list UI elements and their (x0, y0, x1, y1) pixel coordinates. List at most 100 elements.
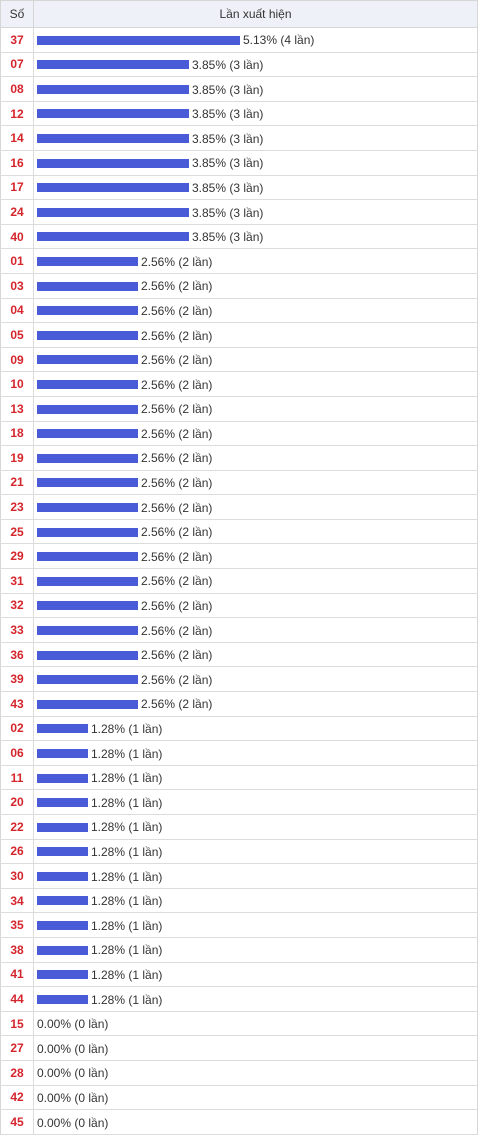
frequency-label: 2.56% (2 lần) (141, 623, 213, 638)
bar-cell: 2.56% (2 lần) (33, 371, 478, 397)
frequency-bar (37, 207, 189, 217)
frequency-label: 2.56% (2 lần) (141, 672, 213, 687)
bar-cell: 1.28% (1 lần) (33, 789, 478, 815)
bar-cell: 2.56% (2 lần) (33, 346, 478, 373)
frequency-bar (37, 576, 138, 586)
bar-cell: 3.85% (3 lần) (33, 223, 478, 250)
number-label: 38 (0, 936, 34, 963)
table-row: 44 1.28% (1 lần) (0, 986, 478, 1012)
frequency-label: 3.85% (3 lần) (192, 131, 264, 146)
table-row: 26 1.28% (1 lần) (0, 838, 478, 865)
table-row: 39 2.56% (2 lần) (0, 666, 478, 693)
bar-cell: 1.28% (1 lần) (33, 986, 478, 1012)
bar-cell: 2.56% (2 lần) (33, 248, 478, 274)
frequency-bar (37, 552, 138, 562)
frequency-bar (37, 945, 88, 955)
number-label: 45 (0, 1109, 34, 1135)
frequency-label: 1.28% (1 lần) (91, 893, 163, 908)
frequency-label: 2.56% (2 lần) (141, 328, 213, 343)
frequency-bar (37, 896, 88, 906)
bar-cell: 1.28% (1 lần) (33, 740, 478, 766)
frequency-label: 1.28% (1 lần) (91, 844, 163, 859)
number-label: 42 (0, 1084, 34, 1111)
header-number: Số (0, 0, 34, 28)
table-row: 11 1.28% (1 lần) (0, 764, 478, 791)
frequency-bar (37, 183, 189, 193)
frequency-bar (37, 625, 138, 635)
table-row: 20 1.28% (1 lần) (0, 789, 478, 815)
table-row: 17 3.85% (3 lần) (0, 174, 478, 201)
frequency-bar (37, 527, 138, 537)
number-label: 34 (0, 887, 34, 914)
number-label: 39 (0, 666, 34, 693)
table-row: 10 2.56% (2 lần) (0, 371, 478, 397)
bar-cell: 1.28% (1 lần) (33, 715, 478, 742)
bar-cell: 2.56% (2 lần) (33, 494, 478, 520)
bar-cell: 1.28% (1 lần) (33, 814, 478, 840)
bar-cell: 0.00% (0 lần) (33, 1035, 478, 1061)
frequency-bar (37, 773, 88, 783)
number-label: 02 (0, 715, 34, 742)
table-row: 03 2.56% (2 lần) (0, 272, 478, 299)
bar-cell: 3.85% (3 lần) (33, 149, 478, 176)
frequency-label: 0.00% (0 lần) (37, 1041, 109, 1056)
number-label: 36 (0, 641, 34, 668)
frequency-bar (37, 871, 88, 881)
frequency-label: 1.28% (1 lần) (91, 967, 163, 982)
bar-cell: 3.85% (3 lần) (33, 76, 478, 102)
table-row: 40 3.85% (3 lần) (0, 223, 478, 250)
number-label: 43 (0, 691, 34, 717)
table-row: 05 2.56% (2 lần) (0, 322, 478, 348)
number-label: 40 (0, 223, 34, 250)
frequency-bar (37, 650, 138, 660)
frequency-label: 2.56% (2 lần) (141, 279, 213, 294)
table-row: 19 2.56% (2 lần) (0, 445, 478, 471)
bar-cell: 2.56% (2 lần) (33, 666, 478, 693)
frequency-bar (37, 994, 88, 1004)
frequency-label: 3.85% (3 lần) (192, 82, 264, 97)
frequency-bar (37, 798, 88, 808)
table-row: 06 1.28% (1 lần) (0, 740, 478, 766)
table-row: 42 0.00% (0 lần) (0, 1084, 478, 1111)
bar-cell: 3.85% (3 lần) (33, 100, 478, 127)
frequency-label: 3.85% (3 lần) (192, 106, 264, 121)
frequency-label: 3.85% (3 lần) (192, 205, 264, 220)
table-row: 33 2.56% (2 lần) (0, 617, 478, 643)
number-label: 15 (0, 1010, 34, 1037)
number-label: 37 (0, 27, 34, 53)
number-label: 22 (0, 814, 34, 840)
frequency-label: 2.56% (2 lần) (141, 352, 213, 367)
table-row: 15 0.00% (0 lần) (0, 1010, 478, 1037)
frequency-label: 0.00% (0 lần) (37, 1090, 109, 1105)
table-row: 27 0.00% (0 lần) (0, 1035, 478, 1061)
number-label: 25 (0, 518, 34, 545)
frequency-label: 0.00% (0 lần) (37, 1066, 109, 1081)
bar-cell: 2.56% (2 lần) (33, 568, 478, 594)
table-row: 25 2.56% (2 lần) (0, 518, 478, 545)
frequency-bar (37, 675, 138, 685)
frequency-bar (37, 60, 189, 70)
bar-cell: 1.28% (1 lần) (33, 887, 478, 914)
number-label: 11 (0, 764, 34, 791)
frequency-bar (37, 453, 138, 463)
frequency-bar (37, 35, 240, 45)
frequency-bar (37, 380, 138, 390)
bar-cell: 3.85% (3 lần) (33, 199, 478, 225)
number-label: 07 (0, 51, 34, 78)
number-label: 01 (0, 248, 34, 274)
frequency-bar (37, 355, 138, 365)
frequency-label: 3.85% (3 lần) (192, 180, 264, 195)
frequency-bar (37, 158, 189, 168)
number-label: 14 (0, 125, 34, 151)
frequency-bar (37, 429, 138, 439)
number-label: 20 (0, 789, 34, 815)
bar-cell: 2.56% (2 lần) (33, 469, 478, 496)
number-label: 04 (0, 297, 34, 324)
frequency-label: 5.13% (4 lần) (243, 33, 315, 48)
frequency-label: 2.56% (2 lần) (141, 574, 213, 589)
frequency-label: 3.85% (3 lần) (192, 156, 264, 171)
table-row: 13 2.56% (2 lần) (0, 395, 478, 422)
bar-cell: 5.13% (4 lần) (33, 27, 478, 53)
bar-cell: 1.28% (1 lần) (33, 764, 478, 791)
